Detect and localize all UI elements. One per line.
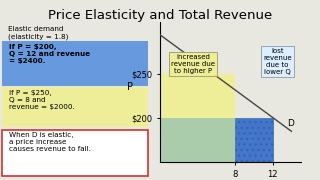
Text: increased
revenue due
to higher P: increased revenue due to higher P [171, 54, 215, 74]
Bar [160, 118, 235, 162]
Y-axis label: P: P [127, 82, 133, 92]
Text: Price Elasticity and Total Revenue: Price Elasticity and Total Revenue [48, 9, 272, 22]
Bar [160, 74, 235, 118]
Text: lost
revenue
due to
lower Q: lost revenue due to lower Q [263, 48, 292, 75]
Text: If P = $250,
Q = 8 and
revenue = $2000.: If P = $250, Q = 8 and revenue = $2000. [9, 90, 75, 110]
Text: If P = $200,
Q = 12 and revenue
= $2400.: If P = $200, Q = 12 and revenue = $2400. [9, 44, 90, 64]
FancyBboxPatch shape [3, 87, 148, 127]
Bar [235, 118, 273, 162]
Text: Elastic demand
(elasticity = 1.8): Elastic demand (elasticity = 1.8) [8, 26, 68, 40]
Text: D: D [287, 119, 293, 128]
FancyBboxPatch shape [3, 130, 148, 176]
Text: When D is elastic,
a price increase
causes revenue to fall.: When D is elastic, a price increase caus… [9, 132, 91, 152]
FancyBboxPatch shape [3, 41, 148, 86]
